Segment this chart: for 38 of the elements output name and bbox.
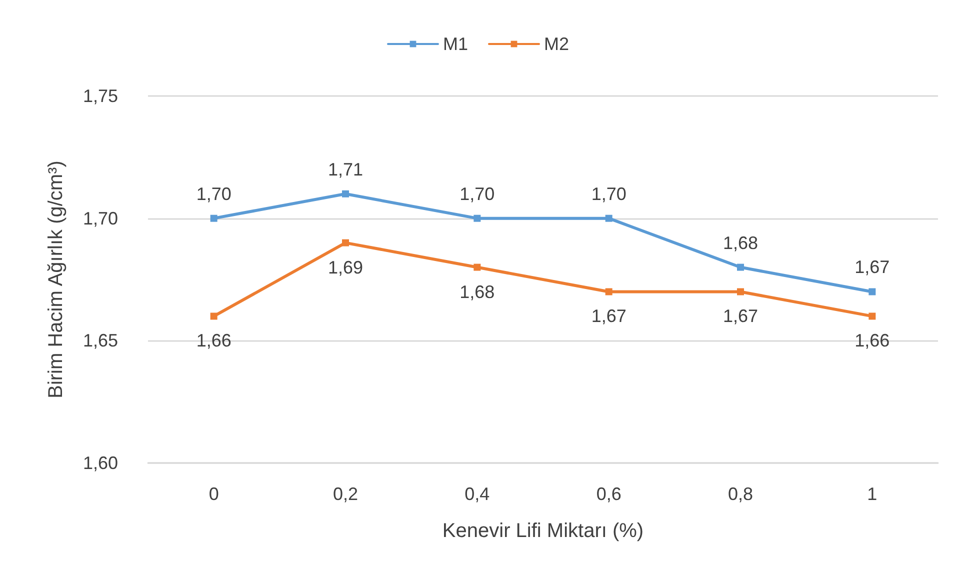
- data-label: 1,67: [722, 306, 758, 326]
- data-label: 1,69: [328, 257, 364, 278]
- data-label: 1,70: [196, 184, 232, 204]
- data-label: 1,67: [854, 257, 890, 278]
- point: [210, 312, 218, 320]
- point: [605, 288, 612, 296]
- x-tick-label: 0,6: [596, 484, 622, 504]
- data-label: 1,66: [854, 330, 890, 351]
- x-axis-title: Kenevir Lifi Miktarı (%): [442, 520, 644, 542]
- data-label: 1,66: [196, 330, 232, 351]
- point: [868, 288, 876, 296]
- point: [474, 264, 481, 271]
- data-label: 1,70: [591, 184, 626, 204]
- point: [737, 264, 744, 271]
- x-tick-label: 1: [867, 484, 878, 504]
- point: [342, 239, 349, 246]
- x-tick-label: 0: [208, 484, 219, 504]
- data-label: 1,68: [722, 232, 758, 253]
- y-tick-label: 1,70: [82, 208, 118, 228]
- legend-label: M2: [544, 34, 570, 54]
- y-axis-title: Birim Hacim Ağırlık (g/cm³): [45, 160, 67, 398]
- x-tick-label: 0,2: [332, 484, 358, 504]
- legend-label: M1: [442, 34, 468, 54]
- data-label: 1,70: [460, 184, 495, 204]
- x-tick-label: 0,4: [464, 484, 490, 504]
- point: [605, 214, 612, 222]
- point: [474, 214, 481, 222]
- data-label: 1,71: [328, 159, 364, 180]
- data-label: 1,68: [460, 282, 495, 302]
- point: [868, 312, 876, 320]
- point: [342, 190, 349, 198]
- data-label: 1,67: [591, 306, 626, 326]
- y-tick-label: 1,75: [82, 86, 118, 106]
- y-tick-label: 1,60: [82, 453, 118, 473]
- y-tick-label: 1,65: [82, 330, 118, 351]
- x-tick-label: 0,8: [728, 484, 754, 504]
- point: [210, 214, 218, 222]
- point: [737, 288, 744, 296]
